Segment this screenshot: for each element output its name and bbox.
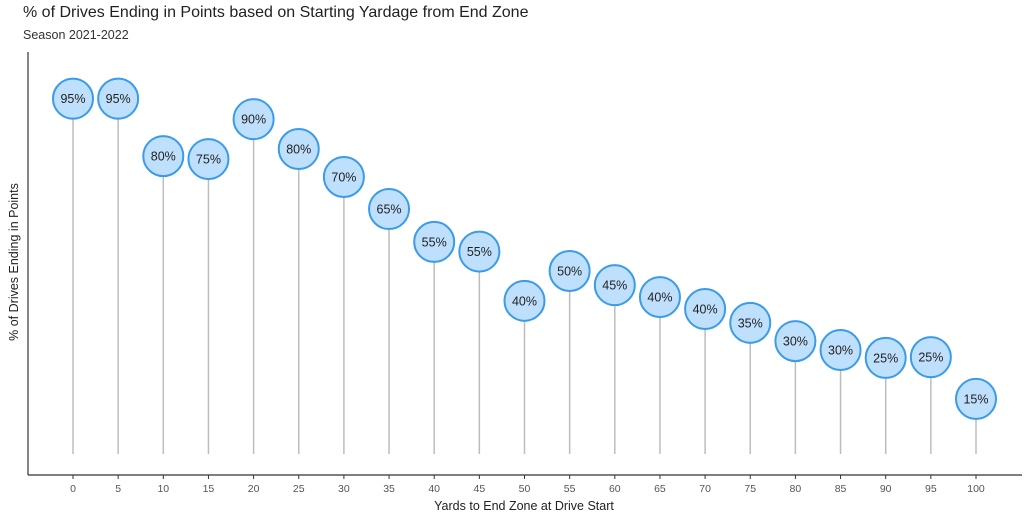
data-point — [593, 264, 636, 307]
data-label: 65% — [377, 203, 402, 217]
data-label: 45% — [602, 279, 627, 293]
x-tick-label: 55 — [564, 483, 576, 495]
data-label: 95% — [60, 92, 85, 106]
data-point — [142, 135, 185, 178]
data-label: 75% — [196, 153, 221, 167]
chart-title: % of Drives Ending in Points based on St… — [23, 4, 529, 21]
data-point — [503, 279, 546, 322]
data-label: 15% — [963, 392, 988, 406]
x-tick-label: 75 — [744, 483, 756, 495]
data-label: 40% — [512, 294, 537, 308]
x-tick-label: 85 — [835, 483, 847, 495]
x-tick-label: 50 — [519, 483, 531, 495]
x-tick-label: 60 — [609, 483, 621, 495]
chart-subtitle: Season 2021-2022 — [23, 28, 129, 42]
data-label: 30% — [783, 335, 808, 349]
x-tick-label: 20 — [248, 483, 260, 495]
data-point — [774, 320, 817, 363]
x-tick-label: 40 — [428, 483, 440, 495]
x-tick-label: 35 — [383, 483, 395, 495]
data-point — [729, 301, 772, 344]
data-point — [187, 138, 230, 181]
data-point — [322, 155, 365, 198]
x-tick-label: 30 — [338, 483, 350, 495]
data-point — [232, 98, 275, 141]
data-label: 50% — [557, 264, 582, 278]
data-point — [684, 288, 727, 331]
data-point — [548, 249, 591, 292]
x-tick-label: 10 — [157, 483, 169, 495]
data-label: 55% — [422, 235, 447, 249]
data-point — [52, 77, 94, 120]
data-label: 25% — [918, 351, 943, 365]
x-tick-label: 25 — [293, 483, 305, 495]
x-tick-label: 15 — [203, 483, 215, 495]
data-label: 90% — [241, 113, 266, 127]
data-label: 55% — [467, 245, 492, 259]
data-label: 30% — [828, 344, 853, 358]
x-tick-label: 100 — [967, 483, 985, 495]
data-point — [413, 220, 456, 263]
x-tick-label: 95 — [925, 483, 937, 495]
y-axis-label: % of Drives Ending in Points — [7, 183, 21, 341]
data-point — [638, 276, 681, 319]
data-point — [864, 336, 907, 379]
data-label: 40% — [693, 303, 718, 317]
data-label: 80% — [151, 150, 176, 164]
data-point — [458, 230, 501, 273]
data-label: 35% — [738, 316, 763, 330]
data-point — [277, 128, 320, 171]
data-label: 80% — [286, 143, 311, 157]
x-tick-label: 65 — [654, 483, 666, 495]
x-tick-label: 80 — [790, 483, 802, 495]
x-tick-label: 90 — [880, 483, 892, 495]
x-tick-label: 0 — [70, 483, 76, 495]
data-point — [819, 329, 862, 372]
data-label: 40% — [647, 291, 672, 305]
data-point — [368, 188, 411, 231]
data-label: 70% — [331, 170, 356, 184]
data-label: 95% — [106, 92, 131, 106]
x-tick-label: 70 — [699, 483, 711, 495]
x-axis-label: Yards to End Zone at Drive Start — [434, 499, 614, 513]
data-point — [909, 336, 952, 379]
x-tick-label: 5 — [115, 483, 121, 495]
x-tick-label: 45 — [474, 483, 486, 495]
data-label: 25% — [873, 351, 898, 365]
data-point — [97, 77, 140, 120]
data-point — [955, 377, 997, 420]
